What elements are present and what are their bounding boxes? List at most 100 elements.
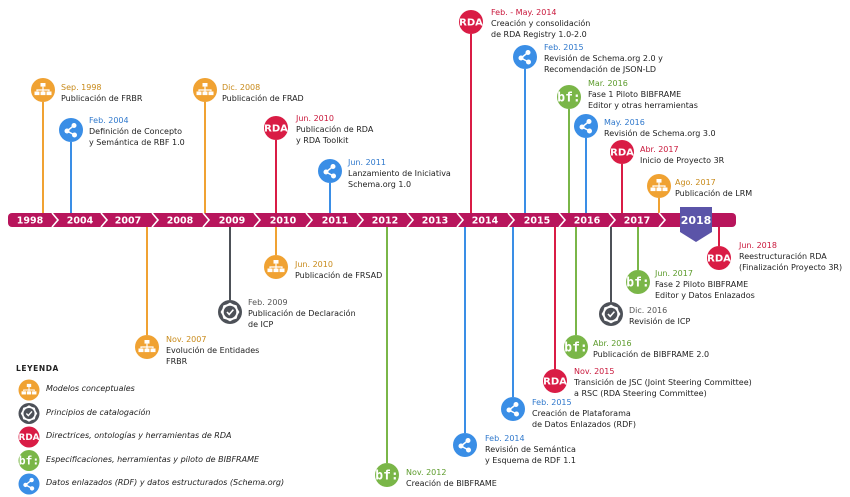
year-2018-badge: 2018	[680, 207, 712, 242]
event-description: Schema.org 1.0	[348, 180, 412, 189]
conceptual-icon	[647, 174, 671, 198]
event-date: Jun. 2017	[655, 269, 693, 278]
year-label-2008: 2008	[167, 216, 194, 227]
year-separator	[51, 212, 60, 228]
conceptual-icon	[31, 78, 55, 102]
event-date: Jun. 2011	[348, 158, 386, 167]
event-19: Ago. 2017 Publicación de LRM	[675, 177, 752, 199]
svg-text:bf:: bf:	[564, 341, 587, 356]
event-description: Reestructuración RDA	[739, 252, 827, 261]
event-description: de RDA Registry 1.0-2.0	[491, 30, 587, 39]
svg-text:RDA: RDA	[543, 377, 567, 388]
event-description: y RDA Toolkit	[296, 136, 349, 145]
event-description: Publicación de Declaración	[248, 309, 356, 318]
event-description: Fase 2 Piloto BIBFRAME	[655, 280, 749, 289]
legend-conceptual-icon	[18, 379, 40, 401]
connector-lines	[42, 34, 720, 463]
event-18: Abr. 2017 Inicio de Proyecto 3R	[640, 144, 724, 166]
event-date: Sep. 1998	[61, 83, 102, 92]
year-label-2010: 2010	[270, 216, 297, 227]
year-separator	[507, 212, 516, 228]
conceptual-icon	[135, 335, 159, 359]
event-description: Publicación de RDA	[296, 125, 374, 134]
event-12: Feb. 2015 Creación de Plataforama de Datos…	[532, 397, 636, 430]
event-9: Feb. - May. 2014 Creación y consolidación…	[491, 7, 590, 40]
legend-bibframe-icon: bf:	[18, 450, 40, 471]
event-1: Feb. 2004 Definición de Concepto y Semánti…	[89, 115, 185, 148]
event-description: Editor y otras herramientas	[588, 101, 698, 110]
svg-text:bf:: bf:	[626, 276, 649, 291]
linked-icon	[574, 114, 598, 138]
year-label-2017: 2017	[624, 216, 650, 227]
event-14: Mar. 2016 Fase 1 Piloto BIBFRAME Editor y …	[588, 78, 698, 111]
year-separator	[202, 212, 211, 228]
linked-icon	[59, 118, 83, 142]
event-date: Feb. 2004	[89, 116, 129, 125]
legend-label: Datos enlazados (RDF) y datos estructura…	[46, 478, 285, 487]
rda-icon: RDA	[610, 140, 634, 164]
legend-label: Directrices, ontologías y herramientas d…	[46, 431, 232, 440]
year-label-2009: 2009	[219, 216, 245, 227]
event-description: Publicación de BIBFRAME 2.0	[593, 350, 710, 359]
event-description: Recomendación de JSON-LD	[544, 65, 657, 74]
event-date: Dic. 2016	[629, 306, 668, 315]
event-description: (Finalización Proyecto 3R)	[739, 263, 843, 272]
conceptual-icon	[193, 78, 217, 102]
year-label-2015: 2015	[524, 216, 550, 227]
legend-label: Especificaciones, herramientas y piloto …	[46, 454, 260, 464]
svg-text:bf:: bf:	[557, 91, 580, 106]
event-date: Nov. 2007	[166, 335, 207, 344]
event-description: Creación de BIBFRAME	[406, 479, 497, 488]
event-description: Revisión de ICP	[629, 317, 691, 326]
year-separator	[558, 212, 567, 228]
linked-icon	[453, 433, 477, 457]
year-separator	[305, 212, 314, 228]
event-date: Mar. 2016	[588, 79, 628, 88]
event-date: Jun. 2010	[295, 260, 333, 269]
svg-text:bf:: bf:	[375, 469, 398, 484]
event-description: de Datos Enlazados (RDF)	[532, 420, 636, 429]
event-20: Jun. 2017 Fase 2 Piloto BIBFRAME Editor y …	[655, 268, 755, 301]
event-description: Transición de JSC (Joint Steering Commit…	[574, 378, 752, 387]
event-description: Publicación de LRM	[675, 189, 753, 198]
rda-icon: RDA	[543, 369, 567, 393]
year-label-1998: 1998	[17, 216, 44, 227]
event-description: y Semántica de RBF 1.0	[89, 138, 185, 147]
event-5: Jun. 2010 Publicación de RDA y RDA Toolkit	[296, 113, 373, 146]
rda-icon: RDA	[264, 116, 288, 140]
event-7: Jun. 2011 Lanzamiento de Iniciativa Schema…	[348, 157, 451, 190]
svg-text:RDA: RDA	[459, 18, 483, 29]
svg-text:RDA: RDA	[707, 254, 731, 265]
year-separator	[151, 212, 160, 228]
year-label-2014: 2014	[472, 216, 499, 227]
event-4: Feb. 2009 Publicación de Declaración de IC…	[248, 297, 356, 330]
svg-text:RDA: RDA	[19, 433, 40, 443]
event-15: May. 2016 Revisión de Schema.org 3.0	[604, 117, 716, 139]
year-label-2016: 2016	[574, 216, 601, 227]
year-separator	[608, 212, 617, 228]
event-description: Publicación de FRAD	[222, 94, 304, 103]
event-icons: RDA bf: RDA RDA bf: bf: RDA bf: RDA	[31, 10, 731, 487]
svg-text:2018: 2018	[681, 214, 712, 227]
event-description: de ICP	[248, 320, 274, 329]
year-label-2007: 2007	[115, 216, 141, 227]
event-21: Jun. 2018 Reestructuración RDA (Finalizaci…	[739, 240, 842, 273]
event-description: Publicación de FRBR	[61, 94, 143, 103]
event-0: Sep. 1998 Publicación de FRBR	[61, 82, 142, 104]
svg-text:RDA: RDA	[264, 124, 288, 135]
year-separator	[658, 212, 667, 228]
year-label-2012: 2012	[372, 216, 398, 227]
event-date: Nov. 2012	[406, 468, 447, 477]
legend-principles-icon	[18, 403, 40, 424]
event-description: Lanzamiento de Iniciativa	[348, 169, 451, 178]
legend: RDA bf:	[18, 379, 40, 495]
event-10: Feb. 2014 Revisión de Semántica y Esquema …	[485, 433, 576, 466]
timeline-bar	[8, 213, 736, 227]
event-date: Feb. - May. 2014	[491, 8, 557, 17]
event-description: y Esquema de RDF 1.1	[485, 456, 576, 465]
event-date: Nov. 2015	[574, 367, 615, 376]
event-date: Feb. 2014	[485, 434, 525, 443]
event-11: Feb. 2015 Revisión de Schema.org 2.0 y Rec…	[544, 42, 663, 75]
event-17: Dic. 2016 Revisión de ICP	[629, 305, 690, 327]
